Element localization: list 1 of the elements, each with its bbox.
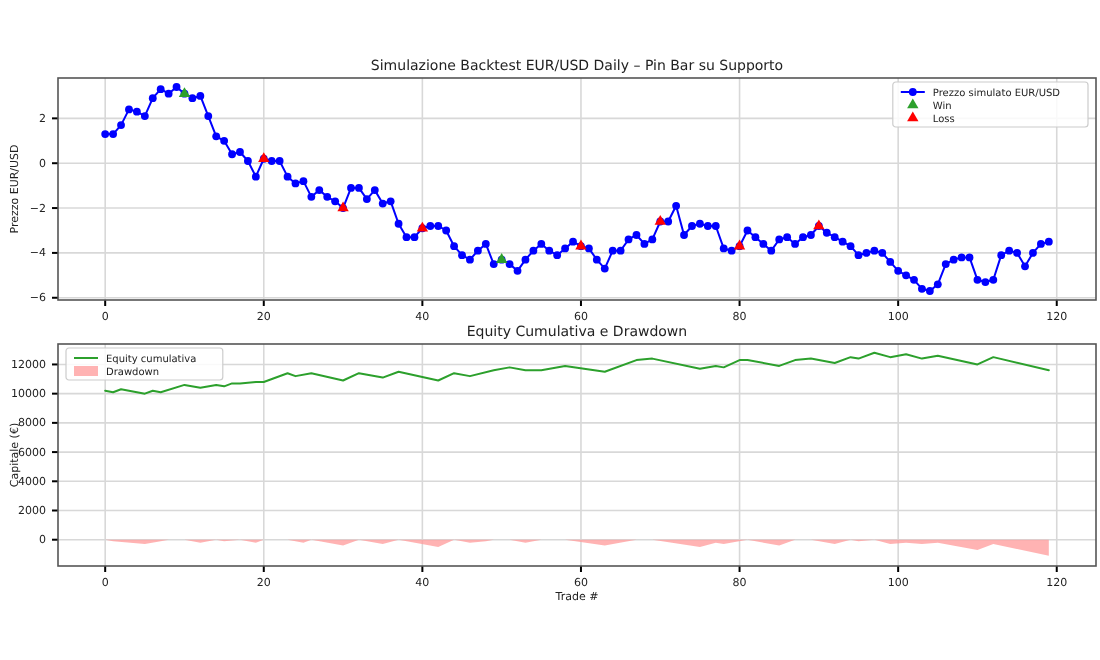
line-series <box>104 351 1050 395</box>
